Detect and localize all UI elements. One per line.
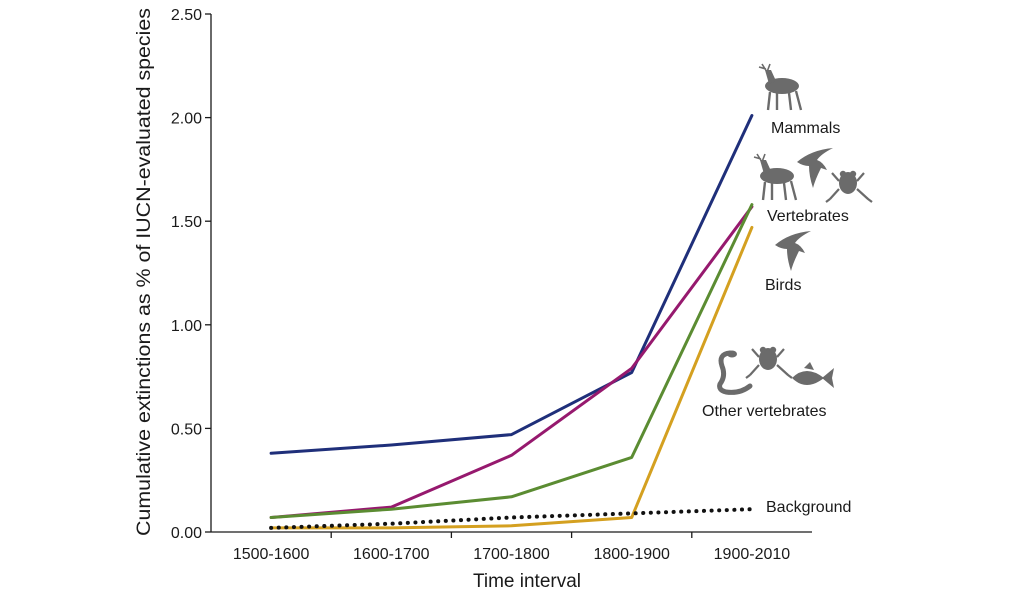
deer-icon: [758, 63, 803, 111]
bird-icon: [775, 231, 811, 271]
series-label-mammals: Mammals: [771, 120, 840, 137]
series-labels: Mammals Vertebrates Birds Other vertebra…: [702, 120, 851, 516]
series-label-birds: Birds: [765, 277, 801, 294]
series-line-background: [269, 507, 754, 530]
x-tick-label: 1900-2010: [714, 546, 791, 563]
series-label-vertebrates: Vertebrates: [767, 208, 849, 225]
bird-icon: [797, 148, 833, 188]
frog-icon: [825, 170, 873, 203]
x-axis-title: Time interval: [473, 571, 581, 592]
x-tick-label: 1800-1900: [593, 546, 670, 563]
silhouette-icons: [717, 63, 873, 395]
y-tick-label: 1.50: [171, 214, 202, 231]
y-tick-label: 1.00: [171, 318, 202, 335]
x-tick-label: 1700-1800: [473, 546, 550, 563]
y-axis: 0.00 0.50 1.00 1.50 2.00 2.50: [171, 7, 212, 542]
y-tick-label: 0.00: [171, 525, 202, 542]
x-tick-label: 1500-1600: [233, 546, 310, 563]
y-tick-label: 2.50: [171, 7, 202, 24]
deer-icon: [753, 153, 798, 201]
fish-icon: [792, 362, 834, 388]
series-line-mammals: [269, 114, 754, 455]
y-tick-label: 0.50: [171, 421, 202, 438]
series-label-background: Background: [766, 499, 851, 516]
y-axis-title: Cumulative extinctions as % of IUCN-eval…: [134, 8, 155, 536]
x-axis: 1500-1600 1600-1700 1700-1800 1800-1900 1900…: [211, 531, 812, 563]
series-line-vertebrates: [269, 205, 754, 519]
frog-icon: [745, 346, 793, 379]
series-lines: [269, 114, 754, 530]
series-label-other-vertebrates: Other vertebrates: [702, 403, 827, 420]
series-line-other-vertebrates: [269, 225, 754, 530]
y-tick-label: 2.00: [171, 111, 202, 128]
x-tick-label: 1600-1700: [353, 546, 430, 563]
snake-icon: [717, 350, 753, 395]
series-line-birds: [269, 203, 754, 519]
